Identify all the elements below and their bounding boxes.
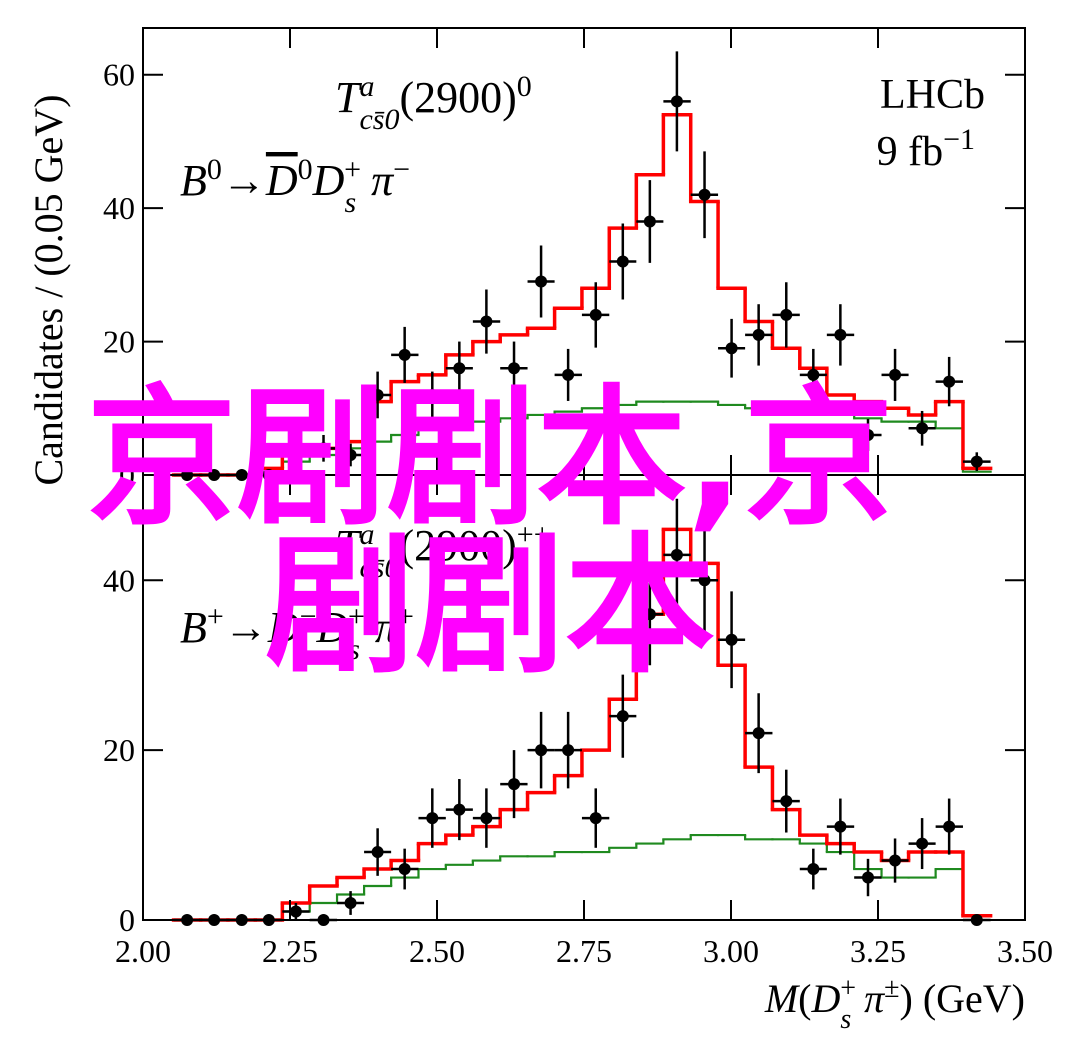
data-point [616,710,629,723]
data-point [970,455,983,468]
y-tick-label: 40 [103,190,135,226]
data-point [834,328,847,341]
data-point [371,388,384,401]
y-tick-label: 0 [119,457,135,493]
data-point [807,863,820,876]
x-tick-label: 2.00 [115,933,171,969]
annotation: 9 fb−1 [877,123,975,176]
annotation: Ta cs̄0(2900)0 [335,70,532,136]
data-point [616,255,629,268]
data-point [398,348,411,361]
data-point [344,448,357,461]
data-point [916,422,929,435]
annotation: B0→D0Ds+ π− [180,153,410,219]
x-tick-label: 3.00 [703,933,759,969]
data-point [589,308,602,321]
y-axis-label: Candidates / (0.05 GeV) [26,94,71,485]
data-point [371,846,384,859]
data-point [943,820,956,833]
y-tick-label: 0 [119,902,135,938]
annotation: Ta cs̄0(2900)++ [335,518,551,584]
x-axis-label: M(Ds+ π±) (GeV) [764,973,1025,1035]
data-point [780,308,793,321]
data-point [752,727,765,740]
data-point [453,803,466,816]
data-point [725,633,738,646]
data-point [426,388,439,401]
data-point [643,215,656,228]
y-tick-label: 20 [103,732,135,768]
data-point [398,863,411,876]
data-point [589,812,602,825]
data-point [862,428,875,441]
x-tick-label: 2.25 [262,933,318,969]
x-tick-label: 2.75 [556,933,612,969]
data-point [562,744,575,757]
data-point [807,368,820,381]
data-point [943,375,956,388]
data-point [344,897,357,910]
data-point [535,275,548,288]
data-point [780,795,793,808]
data-point [670,95,683,108]
data-point [834,820,847,833]
data-point [480,812,493,825]
data-point [862,871,875,884]
y-tick-label: 60 [103,57,135,93]
data-point [426,812,439,825]
y-tick-label: 20 [103,324,135,360]
annotation: LHCb [880,72,985,118]
data-point [453,362,466,375]
data-point [752,328,765,341]
y-tick-label: 40 [103,562,135,598]
data-point [916,837,929,850]
x-tick-label: 3.50 [997,933,1053,969]
data-point [643,608,656,621]
data-point [289,442,302,455]
data-point [698,188,711,201]
annotation: B+→D−Ds+ π+ [180,600,414,666]
data-point [698,574,711,587]
data-point [725,342,738,355]
data-point [317,442,330,455]
data-point [889,368,902,381]
x-tick-label: 2.50 [409,933,465,969]
data-point [889,854,902,867]
data-point [535,744,548,757]
data-point [562,368,575,381]
data-point [508,778,521,791]
data-point [670,548,683,561]
data-point [289,905,302,918]
data-point [508,362,521,375]
watermark-text: 京剧剧本,京剧剧本 [86,372,894,694]
x-tick-label: 3.25 [850,933,906,969]
data-point [480,315,493,328]
